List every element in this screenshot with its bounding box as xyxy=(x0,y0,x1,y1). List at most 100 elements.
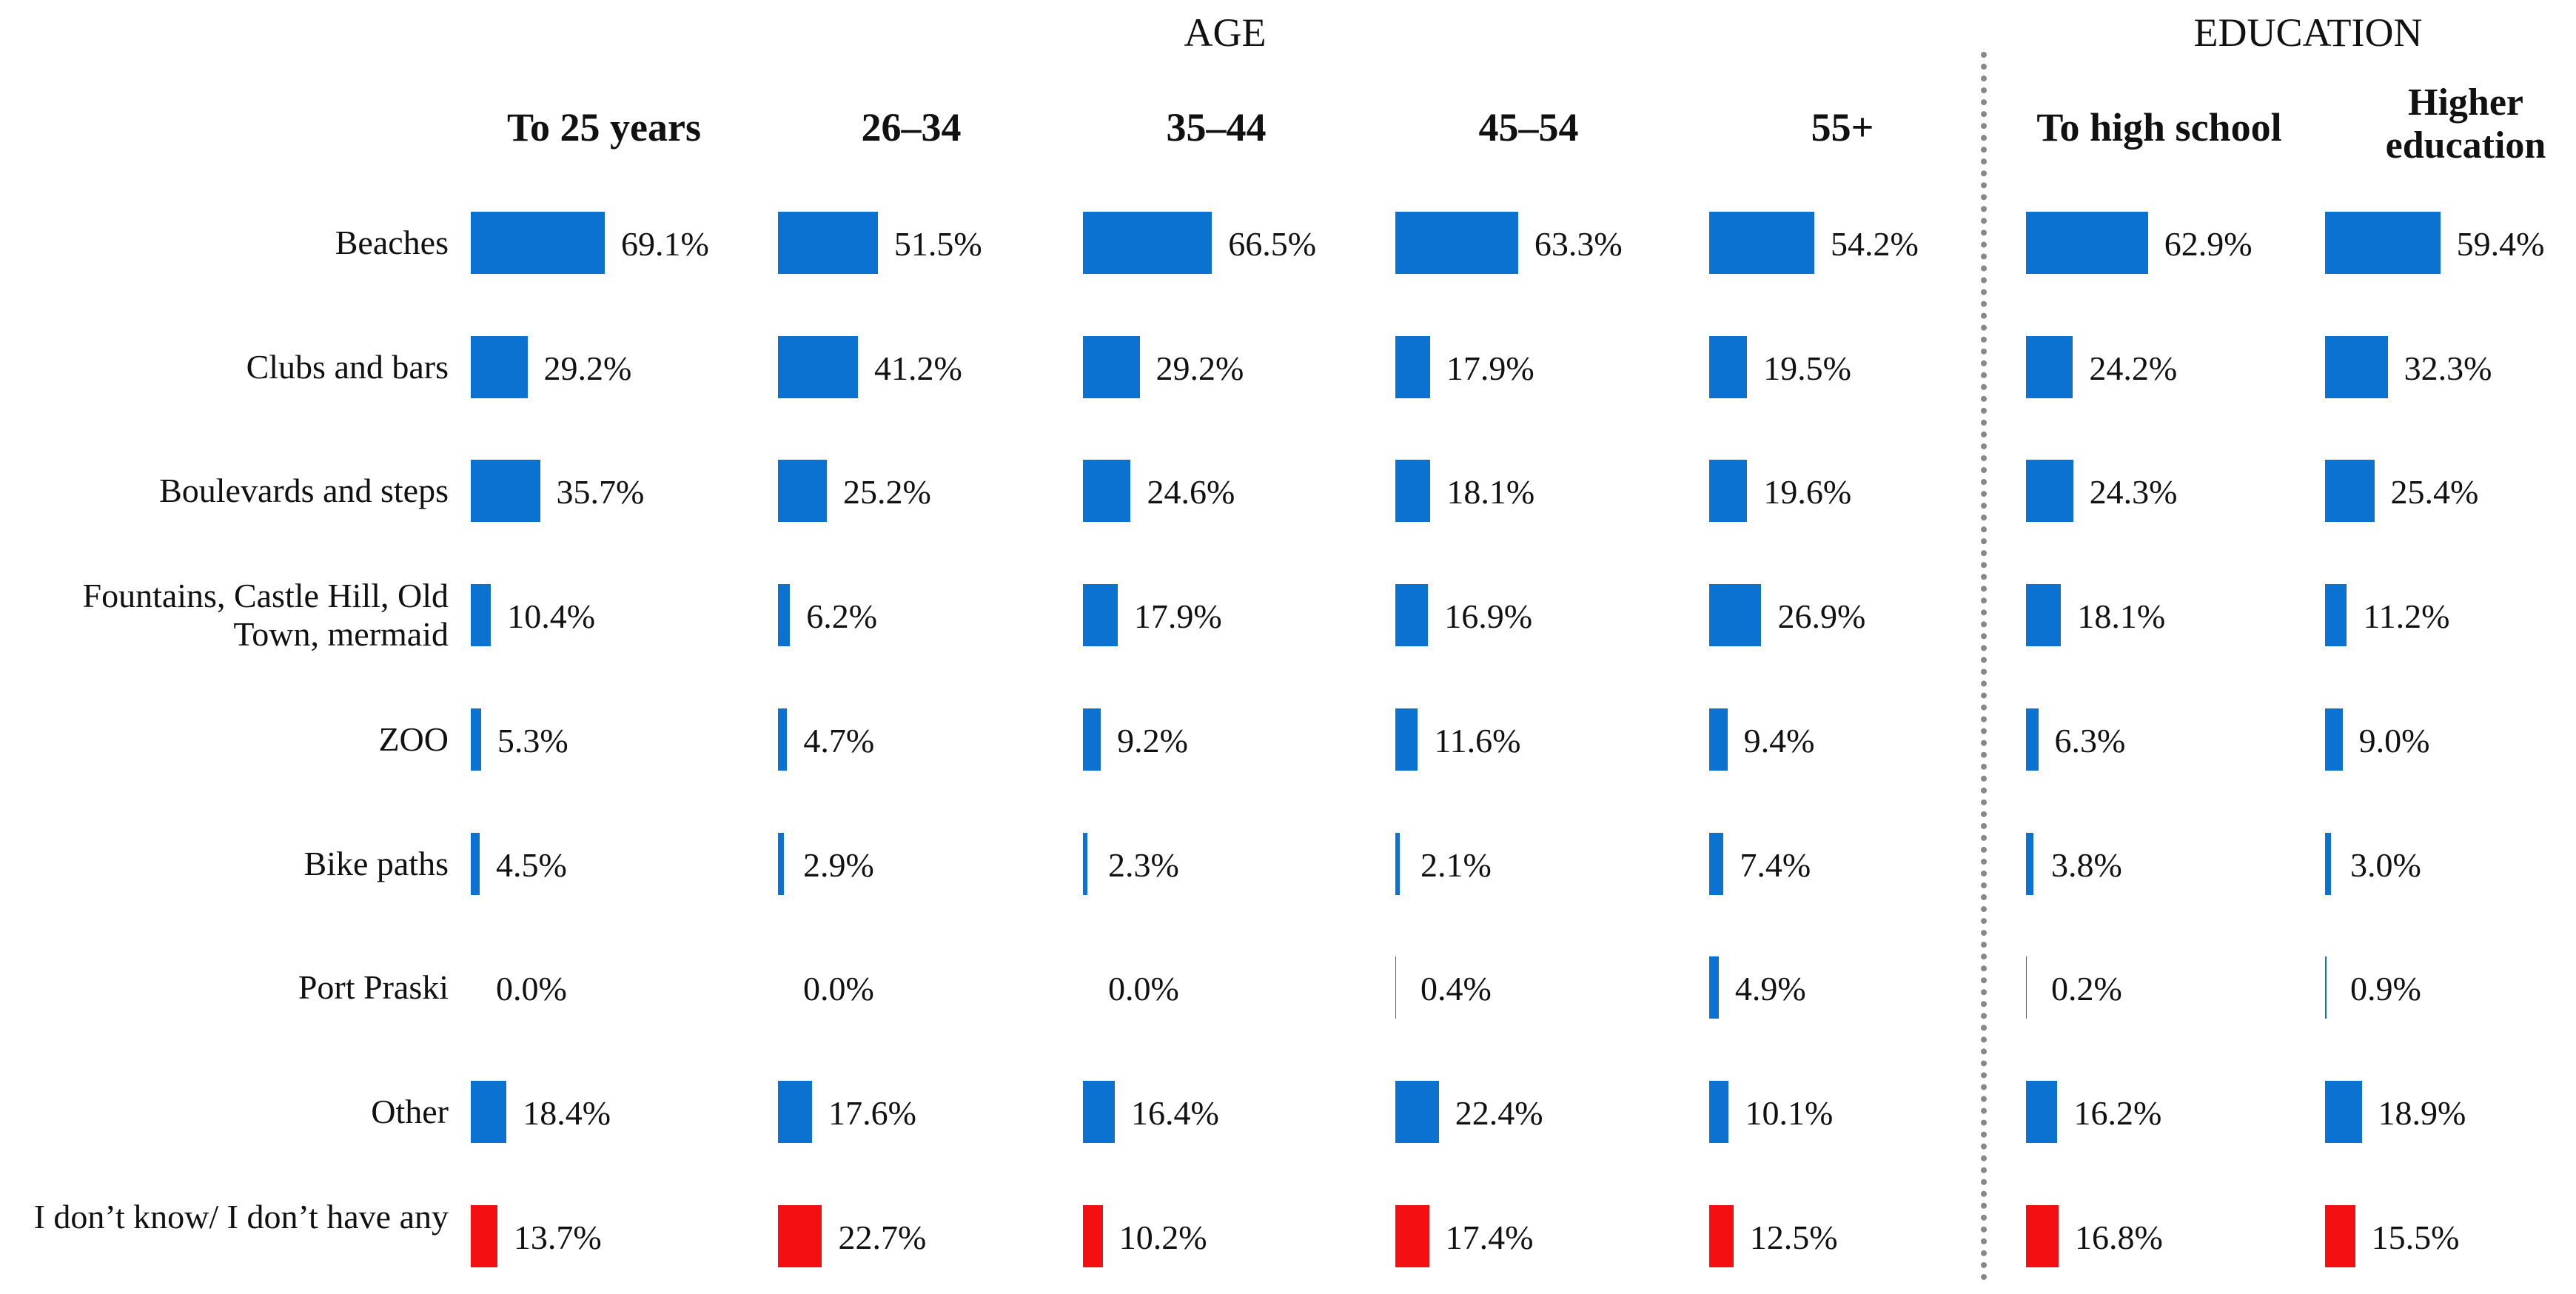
bar xyxy=(1709,832,1724,895)
value-label: 6.3% xyxy=(2054,721,2126,760)
bar xyxy=(778,212,878,274)
value-label: 4.7% xyxy=(803,721,875,760)
value-label: 59.4% xyxy=(2456,225,2545,263)
bar xyxy=(778,460,828,523)
value-label: 25.4% xyxy=(2390,473,2479,512)
category-label: Port Praski xyxy=(298,968,449,1007)
bar xyxy=(1709,212,1814,274)
value-label: 17.9% xyxy=(1133,597,1222,636)
value-label: 12.5% xyxy=(1749,1218,1838,1256)
value-label: 18.1% xyxy=(1446,473,1535,512)
value-label: 6.2% xyxy=(806,597,878,636)
bar xyxy=(778,708,788,771)
value-label: 3.8% xyxy=(2051,845,2122,884)
bar xyxy=(1709,460,1748,523)
bar xyxy=(471,1080,507,1143)
bar xyxy=(1083,708,1101,771)
value-label: 0.0% xyxy=(496,970,567,1008)
bar xyxy=(1709,708,1728,771)
bar xyxy=(2026,212,2148,274)
bar xyxy=(2325,584,2347,647)
category-label: Clubs and bars xyxy=(246,347,449,386)
category-label: I don’t know/ I don’t have any xyxy=(33,1197,449,1236)
value-label: 10.2% xyxy=(1118,1218,1207,1256)
panel-title: To high school xyxy=(2036,105,2282,150)
bar xyxy=(1395,335,1430,398)
category-label: Other xyxy=(371,1092,449,1130)
value-label: 0.0% xyxy=(1108,970,1179,1008)
category-label: Fountains, Castle Hill, Old Town, mermai… xyxy=(82,577,449,654)
value-label: 16.8% xyxy=(2075,1218,2163,1256)
value-label: 4.5% xyxy=(496,845,567,884)
bar xyxy=(2325,1080,2362,1143)
group-title: AGE xyxy=(1184,10,1267,55)
bar xyxy=(778,1080,813,1143)
bar xyxy=(778,1204,822,1267)
bar xyxy=(1395,212,1518,274)
value-label: 19.6% xyxy=(1763,473,1852,512)
category-label: Beaches xyxy=(335,224,449,261)
bar xyxy=(1083,335,1140,398)
value-label: 19.5% xyxy=(1763,349,1851,387)
value-label: 11.2% xyxy=(2363,597,2450,636)
value-label: 22.4% xyxy=(1455,1093,1543,1132)
value-label: 10.1% xyxy=(1745,1093,1834,1132)
bar xyxy=(2026,584,2062,647)
value-label: 13.7% xyxy=(513,1218,602,1256)
group-title: EDUCATION xyxy=(2193,10,2423,55)
bar xyxy=(1709,335,1748,398)
bar xyxy=(1083,1080,1115,1143)
bar xyxy=(471,212,606,274)
bar xyxy=(1395,832,1400,895)
value-label: 4.9% xyxy=(1734,970,1806,1008)
bar xyxy=(2325,212,2441,274)
value-label: 10.4% xyxy=(507,597,596,636)
bar xyxy=(2325,708,2343,771)
bar xyxy=(778,335,858,398)
bar xyxy=(471,832,480,895)
value-label: 5.3% xyxy=(497,721,568,760)
bar xyxy=(1395,460,1431,523)
value-label: 17.9% xyxy=(1446,349,1534,387)
panel-title: To 25 years xyxy=(506,105,701,150)
bar xyxy=(2026,1204,2059,1267)
value-label: 2.9% xyxy=(803,845,874,884)
bar xyxy=(1395,1080,1439,1143)
panel-title: 26–34 xyxy=(861,105,962,150)
value-label: 3.0% xyxy=(2350,845,2421,884)
value-label: 17.4% xyxy=(1445,1218,1534,1256)
bar xyxy=(2026,335,2073,398)
value-label: 18.9% xyxy=(2378,1093,2466,1132)
bar xyxy=(1395,708,1418,771)
value-label: 54.2% xyxy=(1831,225,1919,263)
bar xyxy=(2026,832,2033,895)
bar xyxy=(1395,584,1429,647)
category-label: Bike paths xyxy=(303,844,449,882)
value-label: 62.9% xyxy=(2164,225,2253,263)
bar xyxy=(1395,1204,1429,1267)
bar xyxy=(471,335,528,398)
value-label: 26.9% xyxy=(1777,597,1866,636)
value-label: 9.4% xyxy=(1743,721,1815,760)
panel-title: 55+ xyxy=(1811,105,1874,150)
panel-title: Higher education xyxy=(2385,81,2546,167)
value-label: 32.3% xyxy=(2404,349,2492,387)
bar xyxy=(471,1204,497,1267)
value-label: 29.2% xyxy=(1155,349,1244,387)
bar xyxy=(778,832,784,895)
panel-title: 35–44 xyxy=(1166,105,1267,150)
value-label: 35.7% xyxy=(556,473,645,512)
bar xyxy=(2026,1080,2058,1143)
value-label: 24.6% xyxy=(1147,473,1235,512)
group-divider xyxy=(1981,52,1987,1281)
value-label: 16.4% xyxy=(1130,1093,1219,1132)
bar xyxy=(1395,956,1397,1019)
value-label: 41.2% xyxy=(873,349,962,387)
value-label: 16.2% xyxy=(2073,1093,2162,1132)
value-label: 0.0% xyxy=(803,970,874,1008)
value-label: 7.4% xyxy=(1740,845,1811,884)
value-label: 18.1% xyxy=(2077,597,2166,636)
value-label: 9.2% xyxy=(1117,721,1188,760)
category-label: ZOO xyxy=(378,720,449,758)
